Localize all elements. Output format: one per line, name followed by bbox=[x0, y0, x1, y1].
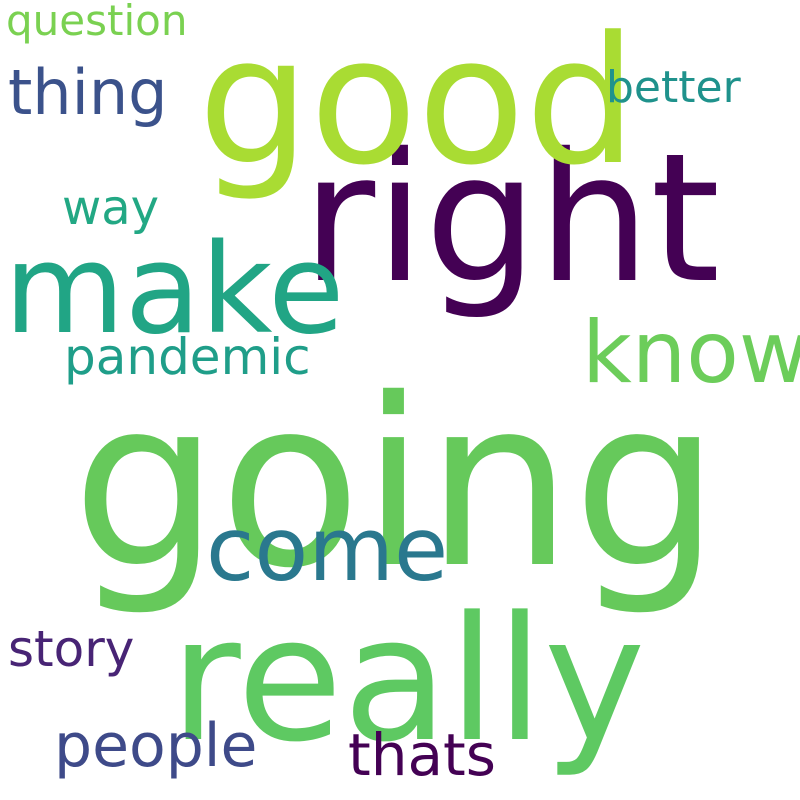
word-story: story bbox=[8, 620, 135, 678]
word-really: really bbox=[170, 579, 646, 780]
word-right: right bbox=[302, 115, 721, 322]
word-question: question bbox=[6, 0, 188, 45]
word-make: make bbox=[4, 218, 345, 362]
word-thats: thats bbox=[348, 721, 497, 789]
word-people: people bbox=[54, 711, 258, 781]
word-better: better bbox=[606, 62, 741, 113]
word-pandemic: pandemic bbox=[64, 328, 311, 386]
word-thing: thing bbox=[8, 56, 168, 129]
word-good: good bbox=[198, 0, 637, 204]
word-come: come bbox=[206, 498, 449, 601]
word-know: know bbox=[582, 303, 800, 403]
word-way: way bbox=[62, 180, 160, 236]
word-going: going bbox=[72, 349, 720, 619]
